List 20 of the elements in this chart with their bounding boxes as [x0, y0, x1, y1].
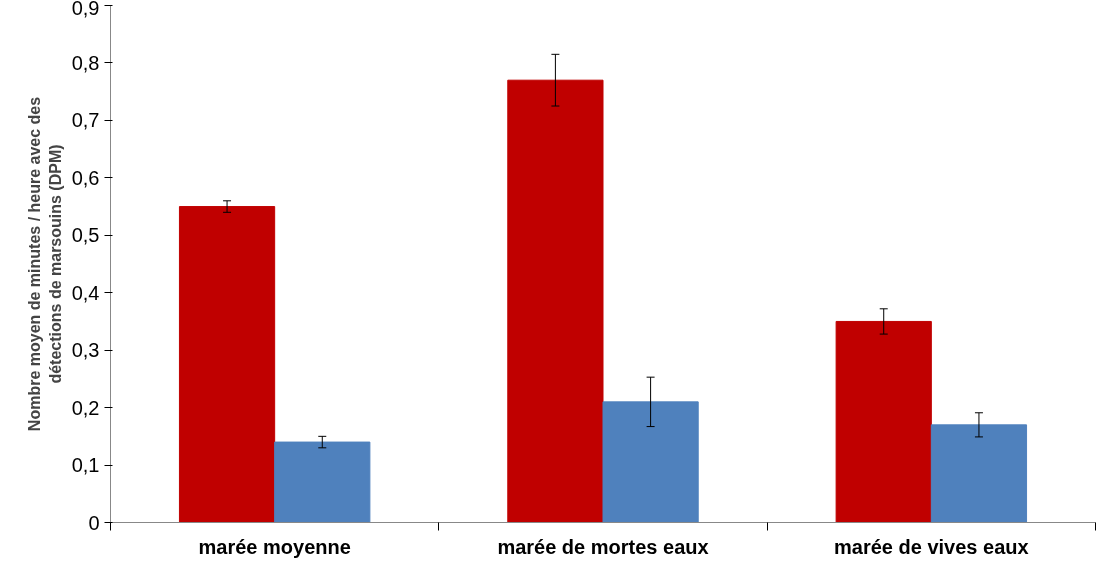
x-tick-label: marée de mortes eaux: [497, 535, 709, 558]
y-tick-label: 0,3: [71, 339, 100, 362]
y-tick-label: 0,4: [71, 281, 100, 304]
y-tick-label: 0,6: [71, 166, 100, 189]
bar: [178, 206, 276, 523]
bar: [602, 401, 699, 523]
y-tick-label: 0,2: [71, 396, 100, 419]
bar: [507, 79, 604, 523]
y-tick-label: 0,9: [71, 0, 100, 19]
y-tick-label: 0,7: [71, 109, 100, 132]
bar: [835, 320, 932, 523]
y-tick-label: 0,1: [71, 454, 100, 477]
y-axis-title: Nombre moyen de minutes / heure avec des détections de marsouins (DPM): [26, 96, 64, 432]
y-tick-label: 0,8: [71, 51, 100, 74]
x-tick-label: marée moyenne: [198, 535, 351, 558]
bar: [274, 441, 371, 523]
bar: [930, 424, 1028, 523]
y-tick-label: 0,5: [71, 224, 100, 247]
y-tick-label: 0: [88, 511, 100, 534]
x-tick-label: marée de vives eaux: [834, 535, 1029, 558]
